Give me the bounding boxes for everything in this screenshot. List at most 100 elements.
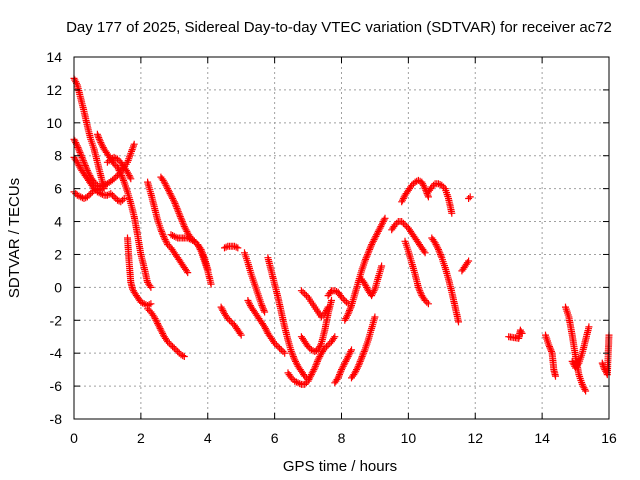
data-point: [167, 191, 175, 199]
data-point: [465, 195, 473, 202]
data-point: [330, 334, 338, 342]
data-point: [371, 313, 379, 321]
data-point: [437, 252, 445, 260]
data-point: [83, 193, 91, 201]
data-point: [80, 195, 88, 202]
data-point: [315, 344, 323, 352]
data-point: [368, 239, 376, 247]
data-point: [353, 364, 361, 372]
data-point: [246, 300, 253, 308]
data-point: [306, 374, 314, 382]
data-point: [140, 300, 148, 308]
data-point: [288, 349, 296, 357]
data-point: [110, 193, 118, 201]
data-point: [124, 168, 131, 176]
data-point: [578, 380, 586, 388]
data-point: [171, 199, 179, 207]
data-point: [322, 308, 330, 316]
data-point: [236, 329, 244, 337]
data-point: [279, 348, 287, 355]
x-tick-label: 4: [204, 430, 212, 446]
data-point: [360, 348, 368, 355]
data-point: [354, 362, 362, 370]
data-point: [114, 155, 121, 163]
data-point: [434, 244, 442, 252]
data-point: [150, 313, 158, 321]
data-point: [307, 346, 315, 354]
data-point: [79, 155, 87, 163]
data-point: [307, 371, 315, 379]
data-point: [299, 288, 307, 296]
data-point: [463, 259, 471, 267]
data-point: [546, 343, 553, 351]
data-point: [377, 223, 385, 230]
data-point: [292, 359, 300, 367]
data-point: [125, 172, 133, 179]
data-point: [369, 288, 377, 296]
data-point: [117, 198, 125, 206]
data-point: [344, 353, 352, 360]
data-point: [98, 190, 106, 198]
data-point: [357, 356, 365, 364]
data-point: [154, 321, 162, 329]
data-point: [175, 209, 183, 217]
data-point: [147, 283, 155, 291]
data-point: [184, 234, 192, 242]
data-point: [580, 384, 588, 392]
data-point: [218, 305, 226, 313]
data-point: [307, 372, 315, 380]
data-point: [376, 224, 384, 232]
data-point: [416, 288, 424, 296]
data-point: [362, 282, 370, 290]
data-point: [161, 236, 169, 244]
data-point: [261, 323, 269, 331]
data-point: [222, 243, 230, 251]
data-point: [378, 221, 386, 229]
data-point: [438, 181, 446, 189]
data-point: [316, 353, 324, 360]
data-point: [420, 247, 428, 255]
data-point: [126, 173, 134, 181]
data-point: [75, 192, 83, 200]
data-point: [237, 331, 245, 339]
data-point: [440, 183, 447, 191]
data-point: [336, 371, 343, 379]
data-point: [367, 242, 375, 250]
data-point: [93, 130, 101, 138]
data-point: [160, 232, 168, 240]
data-point: [176, 213, 184, 221]
data-point: [321, 344, 329, 352]
data-point: [231, 242, 238, 250]
data-point: [165, 186, 172, 194]
y-tick-label: 10: [46, 115, 62, 131]
y-tick-label: -8: [50, 411, 63, 427]
data-point: [185, 235, 193, 243]
data-point: [109, 191, 116, 199]
data-point: [340, 361, 348, 369]
data-point: [262, 326, 270, 334]
x-tick-label: 12: [467, 430, 483, 446]
data-point: [93, 185, 101, 193]
data-point: [207, 280, 215, 288]
data-point: [75, 147, 83, 155]
data-point: [335, 372, 343, 380]
data-point: [292, 357, 299, 365]
data-point: [98, 182, 106, 190]
data-point: [346, 349, 354, 357]
x-tick-label: 2: [137, 430, 145, 446]
data-point: [78, 153, 86, 161]
data-point: [436, 249, 444, 257]
data-point: [172, 233, 180, 241]
data-point: [96, 137, 104, 145]
data-point: [180, 223, 188, 230]
data-point: [301, 380, 309, 388]
data-point: [416, 287, 424, 295]
data-point: [110, 160, 118, 168]
data-point: [399, 195, 407, 202]
data-point: [163, 183, 171, 191]
data-point: [343, 354, 351, 362]
data-point: [71, 137, 79, 145]
data-point: [324, 341, 332, 349]
data-point: [232, 243, 240, 251]
x-tick-label: 0: [70, 430, 78, 446]
